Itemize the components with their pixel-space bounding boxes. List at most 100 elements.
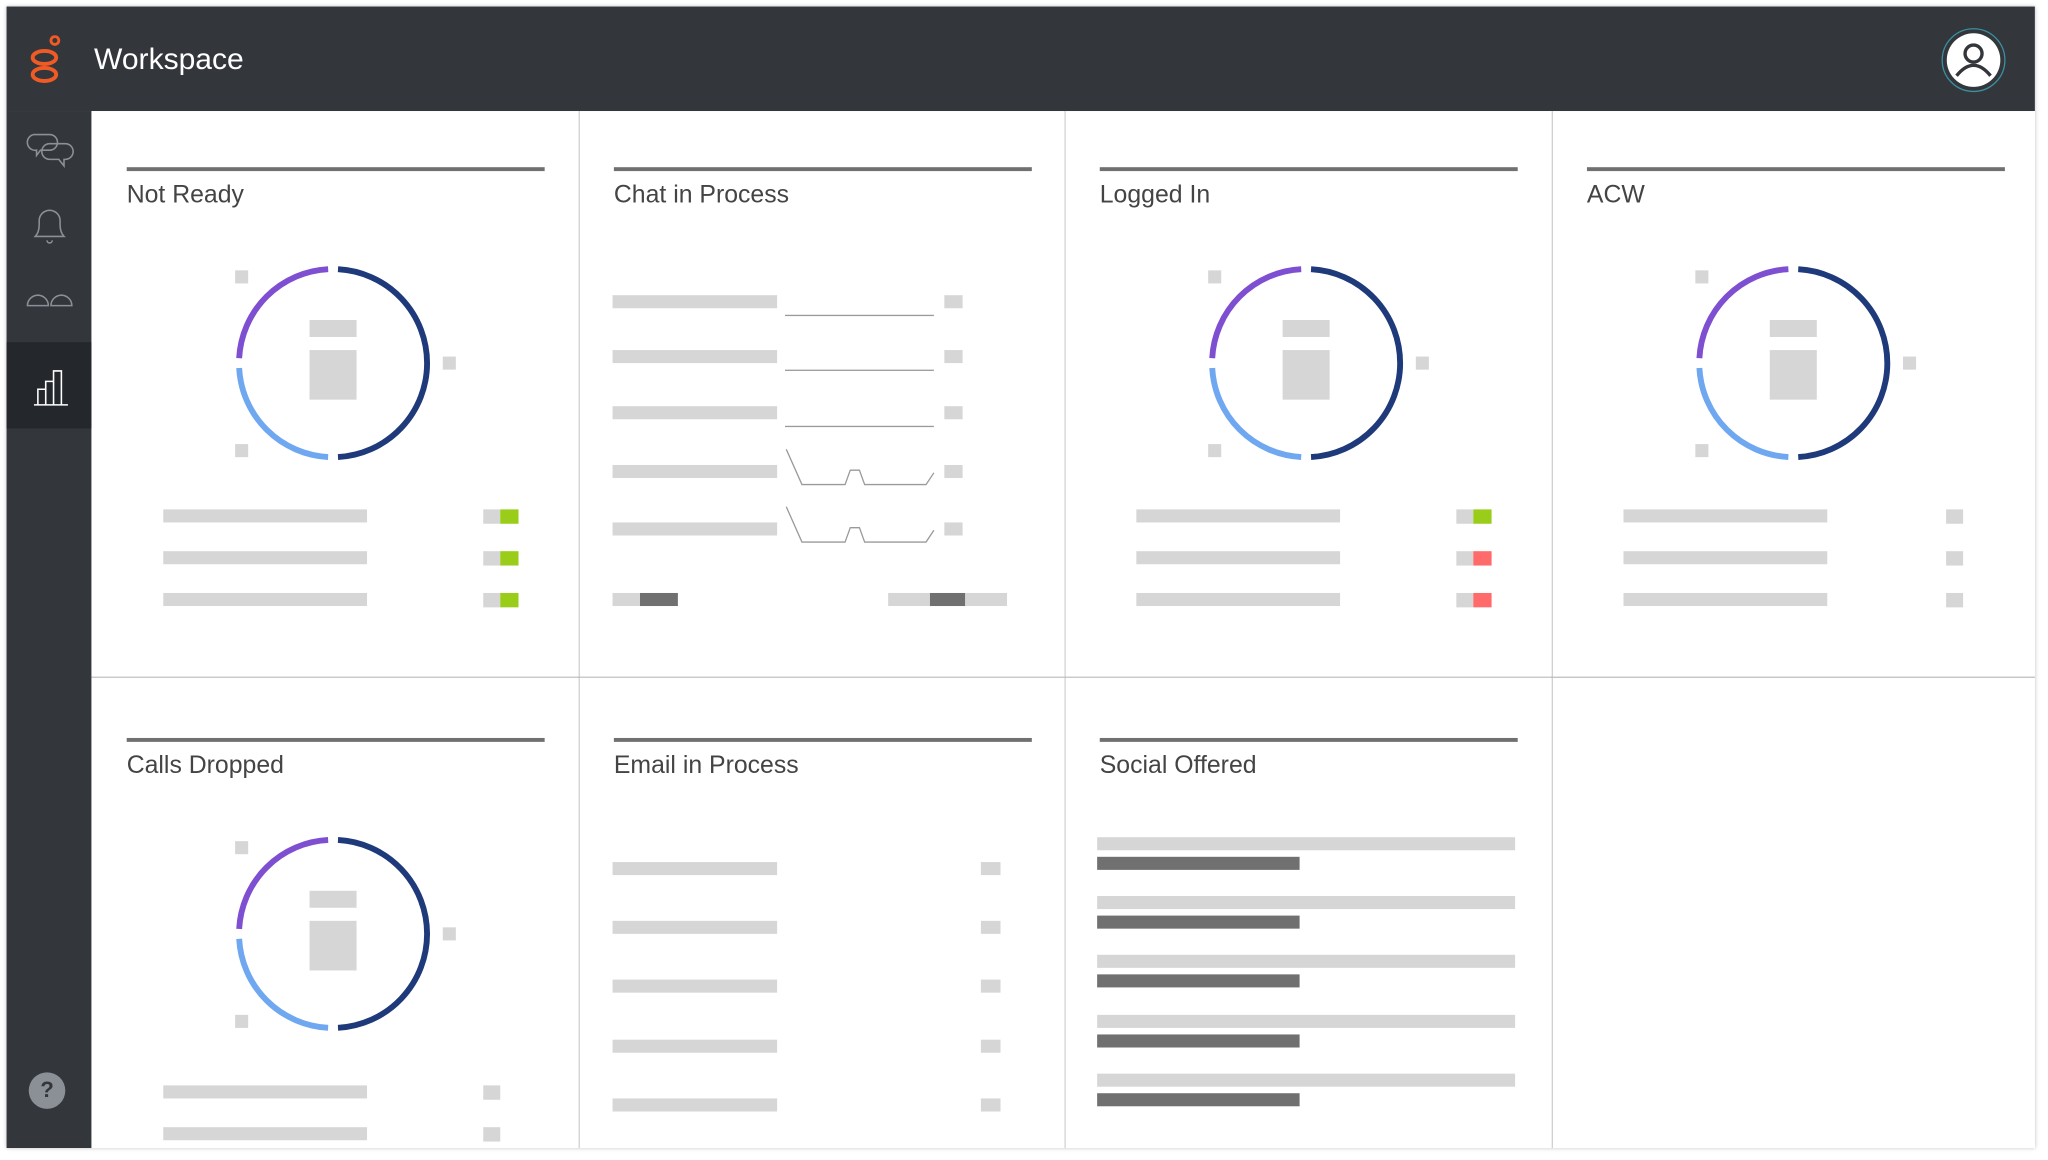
donut-label-placeholder — [442, 356, 456, 370]
column-divider — [1551, 111, 1553, 1149]
scroll-indicator-active — [639, 592, 678, 607]
donut-label-placeholder — [1903, 356, 1917, 370]
sparkline-flat — [784, 425, 934, 428]
donut-center-placeholder — [1282, 319, 1330, 337]
donut-segment-purple — [236, 837, 329, 930]
bar-value — [1097, 1034, 1300, 1048]
card-title-rule — [613, 167, 1032, 172]
voicemail-icon — [25, 294, 72, 307]
sparkline — [785, 449, 935, 486]
status-indicator-green — [500, 509, 519, 524]
column-divider — [578, 111, 580, 1149]
donut-segment-navy — [1798, 266, 1891, 460]
row-value-placeholder — [483, 592, 501, 608]
donut-segment-light-blue — [1696, 367, 1789, 460]
donut-chart — [236, 266, 431, 460]
donut-chart — [1696, 266, 1891, 460]
row-value-placeholder — [980, 1039, 1001, 1053]
app-title: Workspace — [94, 41, 244, 76]
bar-track-placeholder — [1097, 1073, 1516, 1087]
sidebar-item-chat[interactable] — [7, 114, 92, 187]
scroll-indicator-track — [965, 592, 1008, 607]
sidebar-item-voicemail[interactable] — [7, 263, 92, 336]
card-title: ACW — [1586, 181, 1645, 209]
donut-segment-light-blue — [1209, 367, 1302, 460]
dashboard-card[interactable]: Email in Process — [579, 677, 1065, 1149]
status-indicator-green — [500, 551, 519, 566]
dashboard-card[interactable]: Chat in Process — [579, 112, 1065, 677]
row-label-placeholder — [612, 1039, 778, 1053]
card-title: Not Ready — [126, 181, 244, 209]
donut-segment-light-blue — [236, 938, 329, 1031]
donut-center-value-placeholder — [309, 920, 357, 971]
donut-segment-purple — [1696, 266, 1789, 359]
card-title-rule — [613, 737, 1032, 742]
row-label-placeholder — [612, 1098, 778, 1112]
card-title: Logged In — [1099, 181, 1211, 209]
dashboard-card[interactable]: Not Ready — [92, 112, 578, 677]
donut-label-placeholder — [1415, 356, 1429, 370]
scroll-indicator-track — [888, 592, 930, 607]
row-label-placeholder — [1136, 509, 1341, 523]
donut-segment-navy — [337, 266, 431, 460]
card-title-rule — [1099, 167, 1518, 172]
row-value-placeholder — [944, 350, 963, 364]
bell-icon — [32, 209, 66, 244]
row-label-placeholder — [612, 522, 778, 536]
row-label-placeholder — [612, 406, 778, 420]
row-value-placeholder — [944, 522, 963, 536]
bar-track-placeholder — [1097, 837, 1516, 851]
donut-center-placeholder — [1769, 319, 1817, 337]
row-label-placeholder — [612, 979, 778, 993]
donut-segment-navy — [337, 837, 431, 1031]
card-title-rule — [126, 167, 545, 172]
user-avatar-icon[interactable] — [1941, 27, 2006, 93]
donut-center-value-placeholder — [1769, 350, 1817, 400]
row-label-placeholder — [1136, 592, 1341, 607]
chat-bubbles-icon — [25, 133, 74, 169]
donut-label-placeholder — [235, 444, 249, 458]
row-value-placeholder — [944, 295, 963, 309]
dashboard-card[interactable]: Logged In — [1065, 112, 1551, 677]
help-button[interactable]: ? — [28, 1072, 66, 1109]
donut-label-placeholder — [1208, 270, 1222, 284]
bar-track-placeholder — [1097, 1014, 1516, 1028]
donut-label-placeholder — [235, 841, 249, 855]
donut-label-placeholder — [442, 927, 456, 941]
bar-track-placeholder — [1097, 954, 1516, 968]
sidebar-item-notifications[interactable] — [7, 188, 92, 261]
donut-segment-purple — [1209, 266, 1302, 359]
donut-segment-light-blue — [236, 367, 329, 460]
card-title-rule — [126, 737, 545, 742]
dashboard-card[interactable]: ACW — [1552, 112, 2035, 677]
sparkline — [785, 506, 935, 543]
row-value-placeholder — [1456, 551, 1474, 566]
row-value-placeholder — [980, 979, 1001, 993]
row-value-placeholder — [483, 1085, 501, 1100]
donut-label-placeholder — [1695, 270, 1709, 284]
donut-label-placeholder — [235, 270, 249, 284]
row-label-placeholder — [612, 295, 778, 309]
donut-label-placeholder — [1208, 444, 1222, 458]
bar-value — [1097, 1093, 1300, 1107]
bar-track-placeholder — [1097, 895, 1516, 910]
card-title: Social Offered — [1099, 752, 1257, 780]
row-label-placeholder — [163, 509, 368, 523]
bar-value — [1097, 974, 1300, 988]
dashboard-card[interactable]: Social Offered — [1065, 677, 1551, 1149]
row-value-placeholder — [944, 464, 963, 479]
row-value-placeholder — [944, 406, 963, 420]
donut-segment-navy — [1310, 266, 1404, 460]
dashboard-card[interactable]: Calls Dropped — [92, 677, 578, 1149]
donut-center-value-placeholder — [1282, 350, 1330, 400]
app-header: Workspace — [6, 6, 2035, 112]
row-label-placeholder — [612, 920, 778, 934]
bar-value — [1097, 915, 1300, 929]
donut-center-value-placeholder — [309, 350, 357, 400]
row-label-placeholder — [163, 592, 368, 607]
donut-label-placeholder — [235, 1014, 249, 1028]
row-value-placeholder — [1946, 551, 1964, 566]
row-value-placeholder — [980, 1098, 1001, 1112]
donut-chart — [1209, 266, 1404, 460]
sidebar-item-reports[interactable] — [6, 342, 92, 429]
